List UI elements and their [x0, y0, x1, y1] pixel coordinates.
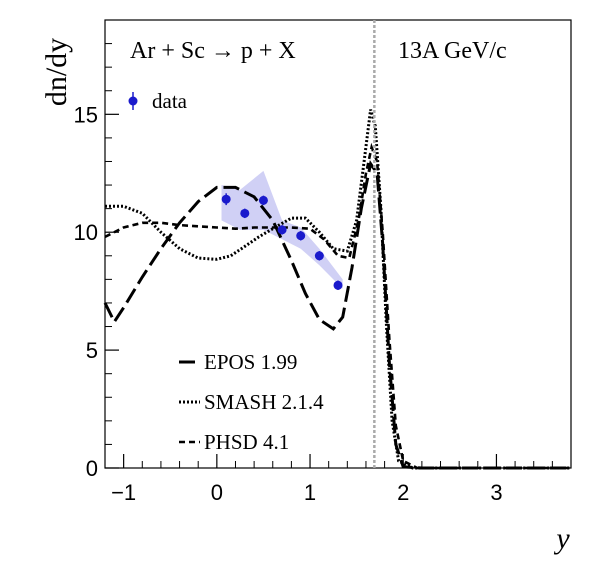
- data-marker-5: [314, 251, 324, 261]
- data-marker-4: [296, 231, 306, 241]
- data-point-6: [333, 280, 343, 290]
- legend-data-marker: [128, 96, 138, 106]
- data-point-0: [221, 193, 231, 206]
- data-point-4: [296, 231, 306, 241]
- legend-label-0: EPOS 1.99: [204, 350, 297, 374]
- x-tick-label-0: −1: [111, 480, 136, 505]
- reaction-annotation: Ar + Sc → p + X: [130, 38, 296, 64]
- y-axis-ticks: 0 5 10 15: [74, 19, 119, 481]
- series-line-1: [105, 109, 571, 470]
- legend-data: data: [128, 89, 188, 113]
- legend-data-label: data: [152, 89, 188, 113]
- data-marker-1: [240, 208, 250, 218]
- x-tick-label-4: 3: [490, 480, 502, 505]
- x-axis-ticks: −1 0 1 2 3: [104, 454, 572, 505]
- data-point-5: [314, 251, 324, 261]
- x-tick-label-3: 2: [397, 480, 409, 505]
- y-tick-label-3: 15: [74, 102, 98, 127]
- data-marker-0: [221, 194, 231, 204]
- legend: EPOS 1.99 SMASH 2.1.4 PHSD 4.1: [179, 350, 324, 454]
- data-point-1: [240, 208, 250, 219]
- y-tick-label-0: 0: [86, 456, 98, 481]
- x-tick-label-2: 1: [304, 480, 316, 505]
- plot-frame: [104, 19, 572, 469]
- data-point-2: [258, 195, 268, 206]
- series-line-2: [104, 142, 571, 470]
- data-marker-3: [277, 225, 287, 235]
- y-tick-label-2: 10: [74, 220, 98, 245]
- y-tick-label-1: 5: [86, 338, 98, 363]
- legend-label-2: PHSD 4.1: [204, 430, 289, 454]
- model-curves: [103, 109, 571, 470]
- momentum-annotation: 13A GeV/c: [398, 38, 507, 64]
- data-point-3: [277, 225, 287, 235]
- legend-label-1: SMASH 2.1.4: [204, 390, 324, 414]
- data-points: [221, 193, 343, 290]
- y-axis-title: dn/dy: [40, 38, 73, 106]
- x-tick-label-1: 0: [211, 480, 223, 505]
- data-marker-6: [333, 280, 343, 290]
- data-marker-2: [258, 195, 268, 205]
- x-axis-title: y: [553, 522, 570, 555]
- series-line-0: [103, 160, 571, 470]
